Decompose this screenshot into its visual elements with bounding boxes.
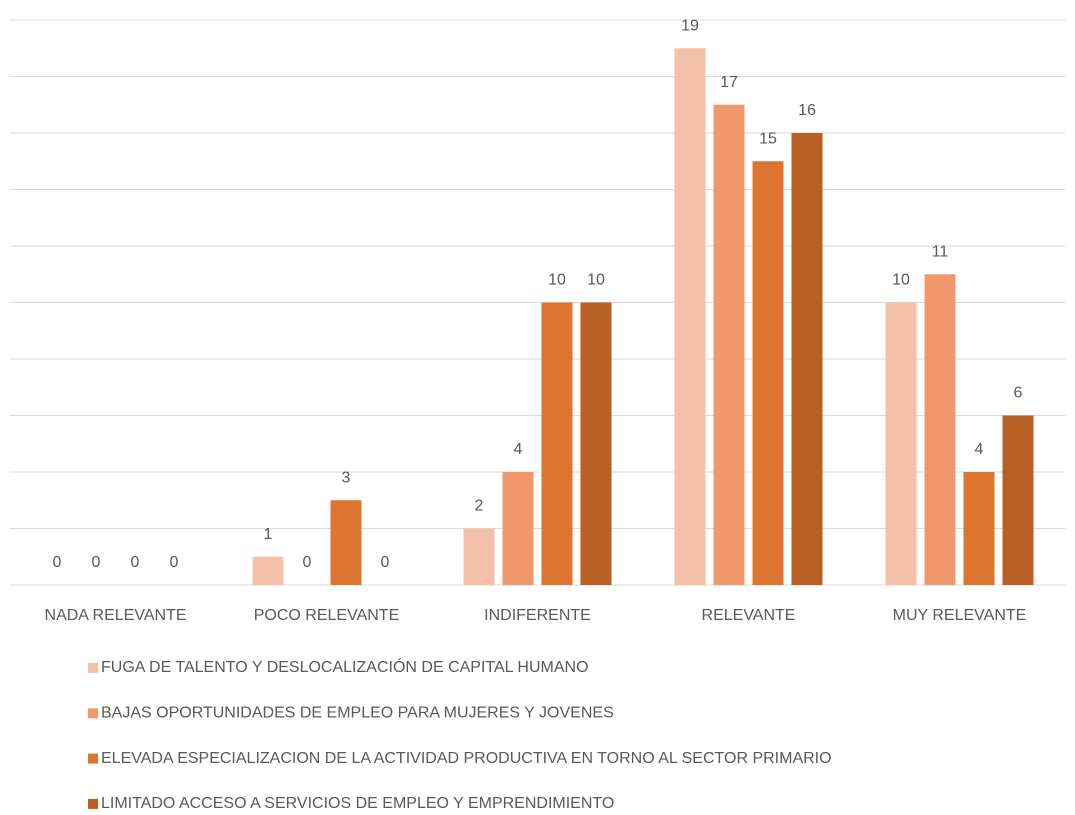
legend-label: BAJAS OPORTUNIDADES DE EMPLEO PARA MUJER… [101,705,614,722]
bar [541,302,573,585]
bar [791,133,823,585]
data-label: 0 [92,554,101,571]
data-label: 0 [381,554,390,571]
x-tick-label: POCO RELEVANTE [254,607,400,624]
data-label: 0 [131,554,140,571]
data-label: 4 [514,441,523,458]
legend-label: FUGA DE TALENTO Y DESLOCALIZACIÓN DE CAP… [101,657,589,676]
data-label: 6 [1014,385,1023,402]
bar [963,472,995,585]
bar [885,302,917,585]
data-label: 11 [932,243,949,260]
bar [252,556,284,585]
legend-swatch [88,753,98,764]
data-label: 15 [759,130,777,147]
legend-label: ELEVADA ESPECIALIZACION DE LA ACTIVIDAD … [101,750,832,767]
data-label: 4 [975,441,984,458]
data-label: 0 [53,554,62,571]
bar [1002,415,1034,585]
legend-swatch [88,708,98,719]
bar [330,500,362,585]
data-label: 0 [170,554,179,571]
bar [713,104,745,585]
bar [463,528,495,585]
x-tick-label: NADA RELEVANTE [45,607,187,624]
data-label: 19 [681,17,699,34]
data-label: 2 [475,498,484,515]
data-label: 0 [303,554,312,571]
bar [502,472,534,585]
bar [924,274,956,585]
bar [580,302,612,585]
data-label: 10 [587,272,605,289]
data-label: 3 [342,469,351,486]
x-tick-label: INDIFERENTE [484,607,591,624]
legend-swatch [88,798,98,809]
bar [674,48,706,585]
data-label: 10 [548,272,566,289]
legend-swatch [88,663,98,673]
bar [752,161,784,585]
data-label: 17 [720,74,738,91]
legend-label: LIMITADO ACCESO A SERVICIOS DE EMPLEO Y … [101,795,614,812]
data-label: 10 [892,272,910,289]
data-label: 1 [264,526,273,543]
x-tick-label: MUY RELEVANTE [893,607,1027,624]
data-label: 16 [798,102,816,119]
x-tick-label: RELEVANTE [702,607,796,624]
